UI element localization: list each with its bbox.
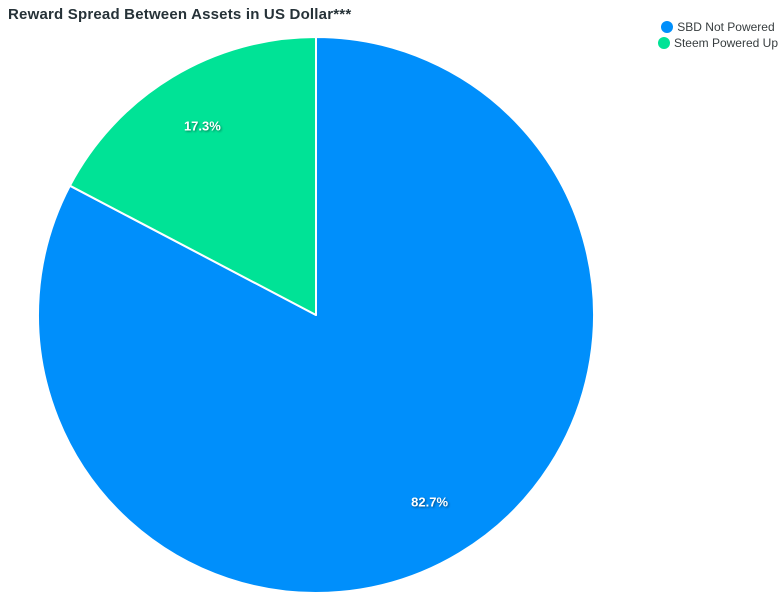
legend-item-sbd-not-powered[interactable]: SBD Not Powered	[661, 20, 775, 34]
legend-label: SBD Not Powered	[677, 20, 775, 34]
chart-title: Reward Spread Between Assets in US Dolla…	[8, 6, 352, 23]
pie-slice-percentage-label: 17.3%	[184, 118, 221, 133]
legend-label: Steem Powered Up	[673, 36, 778, 50]
pie-slice-percentage-label: 82.7%	[411, 494, 448, 509]
legend-marker-circle-icon	[661, 21, 674, 33]
pie-slice-steem-powered-up[interactable]	[68, 36, 317, 316]
legend-marker-circle-icon	[657, 37, 670, 49]
legend-item-steem-powered-up[interactable]: Steem Powered Up	[657, 36, 778, 50]
legend: SBD Not Powered Steem Powered Up	[657, 20, 778, 50]
